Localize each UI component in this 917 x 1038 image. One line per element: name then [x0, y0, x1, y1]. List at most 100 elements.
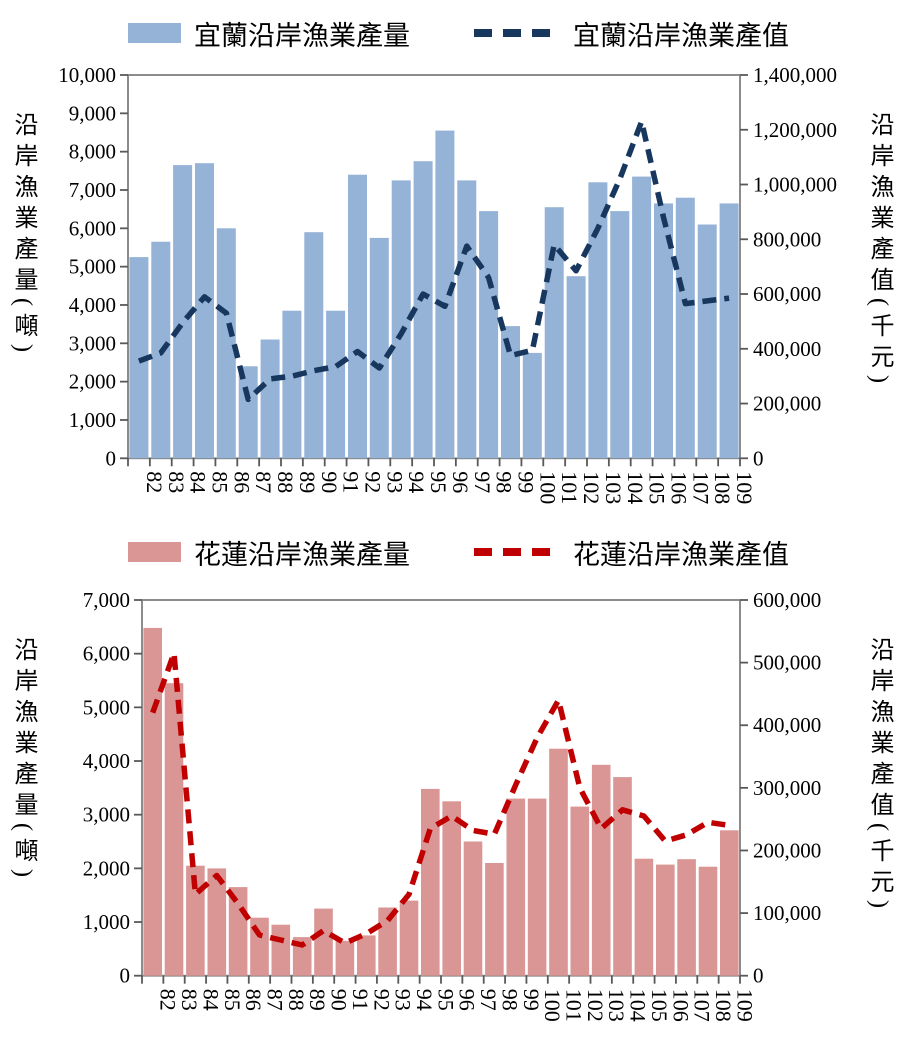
svg-text:89: 89: [295, 471, 320, 493]
svg-text:5,000: 5,000: [69, 255, 116, 279]
svg-text:3,000: 3,000: [69, 331, 116, 355]
svg-text:94: 94: [404, 471, 429, 493]
yilan-line-legend-label: 宜蘭沿岸漁業產值: [573, 20, 789, 51]
svg-text:82: 82: [156, 989, 181, 1011]
svg-text:107: 107: [688, 471, 713, 504]
svg-text:103: 103: [604, 989, 629, 1022]
svg-text:4,000: 4,000: [83, 749, 130, 773]
yilan-legend: 宜蘭沿岸漁業產量 宜蘭沿岸漁業產值: [0, 8, 917, 58]
yilan-bar-swatch: [128, 23, 181, 43]
svg-text:88: 88: [284, 989, 309, 1011]
svg-text:3,000: 3,000: [83, 803, 130, 827]
svg-text:5,000: 5,000: [83, 695, 130, 719]
svg-text:106: 106: [668, 989, 693, 1022]
svg-text:300,000: 300,000: [753, 776, 821, 800]
svg-text:105: 105: [645, 471, 670, 504]
svg-text:7,000: 7,000: [69, 178, 116, 202]
svg-text:100: 100: [540, 989, 565, 1022]
yilan-bar-legend-label: 宜蘭沿岸漁業產量: [194, 20, 410, 51]
svg-text:2,000: 2,000: [69, 370, 116, 394]
svg-text:1,200,000: 1,200,000: [753, 118, 837, 142]
svg-text:107: 107: [690, 989, 715, 1022]
svg-text:90: 90: [317, 471, 342, 493]
svg-text:83: 83: [177, 989, 202, 1011]
svg-text:96: 96: [448, 471, 473, 493]
svg-text:10,000: 10,000: [58, 63, 116, 87]
svg-text:104: 104: [626, 989, 651, 1022]
yilan-chart-plot: 0 1,000 2,000 3,000 4,000 5,000 6,000 7,000 8,00…: [58, 63, 837, 504]
svg-text:2,000: 2,000: [83, 856, 130, 880]
svg-text:8,000: 8,000: [69, 140, 116, 164]
svg-text:0: 0: [106, 446, 117, 470]
svg-text:200,000: 200,000: [753, 392, 821, 416]
svg-text:9,000: 9,000: [69, 101, 116, 125]
svg-text:1,000: 1,000: [83, 910, 130, 934]
svg-text:94: 94: [412, 989, 437, 1011]
svg-text:99: 99: [514, 471, 539, 493]
svg-text:85: 85: [208, 471, 233, 493]
svg-text:84: 84: [198, 989, 223, 1011]
svg-text:86: 86: [241, 989, 266, 1011]
hualien-legend-item-bar: 花蓮沿岸漁業產量: [128, 533, 410, 572]
svg-text:400,000: 400,000: [753, 713, 821, 737]
svg-text:98: 98: [492, 471, 517, 493]
svg-text:93: 93: [391, 989, 416, 1011]
svg-text:83: 83: [164, 471, 189, 493]
svg-text:6,000: 6,000: [69, 216, 116, 240]
svg-text:1,400,000: 1,400,000: [753, 63, 837, 87]
svg-text:104: 104: [623, 471, 648, 504]
svg-text:4,000: 4,000: [69, 293, 116, 317]
svg-text:100,000: 100,000: [753, 901, 821, 925]
hualien-bar-swatch: [128, 542, 181, 562]
svg-text:82: 82: [142, 471, 167, 493]
svg-text:98: 98: [497, 989, 522, 1011]
svg-text:92: 92: [361, 471, 386, 493]
svg-text:101: 101: [557, 471, 582, 504]
svg-text:99: 99: [519, 989, 544, 1011]
hualien-left-axis-title: 沿岸漁業產量(噸): [10, 637, 36, 884]
svg-text:92: 92: [369, 989, 394, 1011]
svg-text:109: 109: [732, 989, 757, 1022]
svg-text:96: 96: [455, 989, 480, 1011]
svg-text:600,000: 600,000: [753, 282, 821, 306]
svg-text:0: 0: [753, 446, 764, 470]
svg-text:101: 101: [562, 989, 587, 1022]
svg-text:86: 86: [229, 471, 254, 493]
hualien-bar-legend-label: 花蓮沿岸漁業產量: [194, 539, 410, 570]
yilan-line-swatch: [474, 29, 558, 37]
svg-text:88: 88: [273, 471, 298, 493]
svg-text:85: 85: [220, 989, 245, 1011]
svg-text:93: 93: [382, 471, 407, 493]
svg-text:108: 108: [711, 989, 736, 1022]
svg-text:1,000: 1,000: [69, 408, 116, 432]
svg-text:100: 100: [535, 471, 560, 504]
svg-text:108: 108: [710, 471, 735, 504]
svg-text:102: 102: [579, 471, 604, 504]
hualien-line-legend-label: 花蓮沿岸漁業產值: [573, 539, 789, 570]
yilan-legend-item-bar: 宜蘭沿岸漁業產量: [128, 14, 410, 53]
hualien-legend-item-line: 花蓮沿岸漁業產值: [472, 533, 789, 572]
svg-text:400,000: 400,000: [753, 337, 821, 361]
svg-text:102: 102: [583, 989, 608, 1022]
svg-text:0: 0: [753, 964, 764, 988]
svg-text:6,000: 6,000: [83, 642, 130, 666]
svg-text:0: 0: [120, 964, 131, 988]
hualien-right-axis-title: 沿岸漁業產值(千元): [866, 637, 892, 915]
svg-text:87: 87: [263, 989, 288, 1011]
hualien-line-swatch: [474, 548, 558, 556]
yilan-legend-item-line: 宜蘭沿岸漁業產值: [472, 14, 789, 53]
svg-text:95: 95: [426, 471, 451, 493]
svg-text:200,000: 200,000: [753, 838, 821, 862]
svg-text:90: 90: [327, 989, 352, 1011]
svg-text:500,000: 500,000: [753, 651, 821, 675]
hualien-chart-plot: 0 1,000 2,000 3,000 4,000 5,000 6,000 7,000 0 100…: [83, 588, 822, 1022]
svg-text:95: 95: [433, 989, 458, 1011]
svg-text:87: 87: [251, 471, 276, 493]
svg-text:1,000,000: 1,000,000: [753, 173, 837, 197]
svg-text:103: 103: [601, 471, 626, 504]
svg-text:600,000: 600,000: [753, 588, 821, 612]
svg-text:800,000: 800,000: [753, 227, 821, 251]
svg-text:105: 105: [647, 989, 672, 1022]
svg-text:91: 91: [348, 989, 373, 1011]
